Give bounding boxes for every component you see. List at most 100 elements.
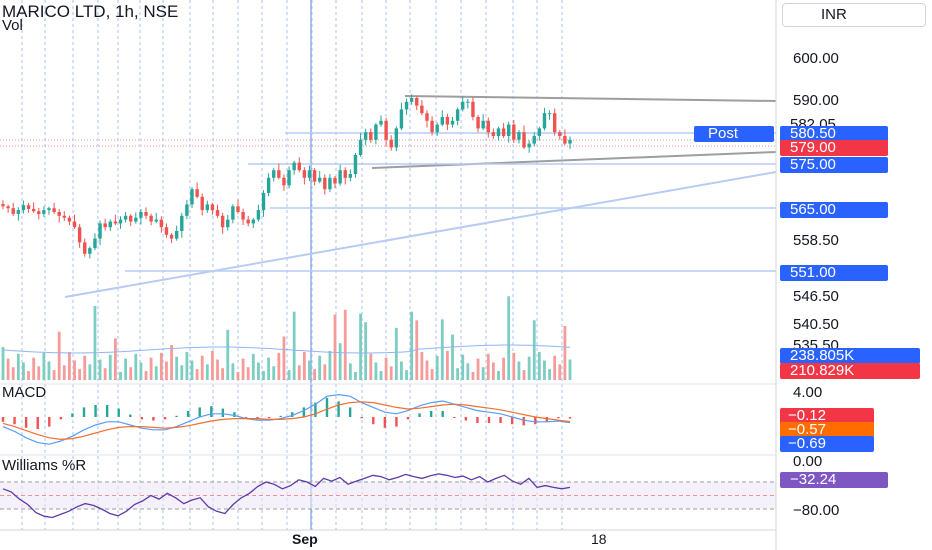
candle-body	[134, 217, 138, 222]
candle	[205, 200, 210, 214]
candle-body	[190, 189, 194, 205]
price-tick-label: 540.50	[793, 316, 839, 333]
macd-histogram-bar	[175, 415, 178, 417]
candle-body	[47, 208, 51, 211]
candle	[57, 209, 61, 223]
candle	[1, 200, 5, 210]
macd-histogram-bar	[418, 413, 421, 417]
macd-histogram-bar	[152, 417, 155, 421]
macd-histogram-bar	[94, 405, 97, 417]
candle	[98, 220, 102, 246]
candle-body	[384, 120, 388, 140]
candle	[11, 202, 15, 216]
volume-bar	[348, 363, 352, 380]
candle-body	[277, 170, 281, 178]
williams-label: Williams %R	[2, 457, 87, 474]
candle-body	[246, 219, 250, 224]
candle	[455, 107, 460, 126]
volume-bar	[471, 372, 475, 380]
candle	[123, 212, 128, 223]
candle-body	[231, 206, 235, 220]
candle-body	[251, 219, 255, 224]
macd-histogram-bar	[476, 417, 479, 423]
candle	[491, 128, 496, 139]
currency-selector[interactable]: INR	[782, 3, 926, 27]
candle	[251, 217, 255, 228]
volume-bar	[292, 311, 296, 380]
volume-bar	[159, 352, 163, 380]
candle-body	[159, 219, 164, 228]
candle	[374, 122, 378, 145]
candle-body	[108, 221, 112, 228]
macd-histogram-bar	[24, 417, 28, 428]
volume-bar	[83, 355, 87, 380]
macd-histogram-bar	[186, 411, 190, 417]
volume-bar	[262, 371, 265, 380]
macd-histogram-bar	[82, 407, 86, 417]
candle-body	[215, 210, 220, 216]
candle-body	[62, 215, 66, 218]
candle-body	[266, 177, 271, 193]
macd-histogram-bar	[302, 407, 306, 417]
volume-bar	[359, 313, 362, 380]
macd-histogram-bar	[337, 401, 340, 417]
macd-tag: −0.12	[780, 408, 874, 424]
macd-histogram-bar	[105, 405, 109, 417]
candle-body	[481, 120, 485, 129]
candle	[415, 96, 419, 111]
macd-histogram-bar	[36, 417, 39, 429]
candle	[108, 219, 112, 231]
candle	[445, 113, 450, 131]
volume-bar	[313, 369, 316, 380]
candle-body	[72, 221, 77, 228]
candle	[67, 215, 72, 226]
candle-body	[547, 113, 552, 115]
macd-tag: −0.69	[780, 436, 874, 452]
candle-body	[445, 117, 450, 125]
macd-histogram-bar	[129, 414, 132, 417]
volume-bar	[548, 369, 551, 380]
candle	[466, 98, 470, 109]
candle	[72, 214, 77, 229]
resistance-trendline	[404, 95, 777, 102]
volume-bar	[394, 327, 398, 380]
candle-body	[272, 170, 276, 178]
volume-bar	[543, 360, 546, 380]
candle	[292, 160, 296, 175]
price-tick-label: 600.00	[793, 50, 839, 67]
volume-bar	[113, 338, 117, 380]
candle	[42, 206, 46, 217]
volume-bar	[78, 369, 82, 380]
symbol-title[interactable]: MARICO LTD, 1h, NSE	[2, 2, 179, 21]
volume-bar	[6, 358, 10, 380]
macd-histogram-bar	[348, 407, 352, 417]
volume-bar	[47, 361, 51, 380]
volume-ma-line	[2, 344, 571, 354]
volume-bar	[568, 359, 572, 380]
volume-bar	[287, 370, 291, 380]
volume-bar	[537, 351, 541, 380]
candle	[353, 152, 358, 178]
price-tick-label: 546.50	[793, 288, 839, 305]
candle	[282, 174, 286, 191]
candle-body	[471, 101, 475, 117]
candle-body	[369, 132, 373, 140]
volume-bar	[430, 369, 434, 380]
macd-histogram-bar	[1, 417, 5, 422]
candle-body	[527, 143, 531, 148]
candle	[93, 233, 97, 251]
candle	[210, 202, 215, 215]
volume-bar	[98, 359, 102, 380]
candle	[318, 171, 322, 184]
macd-histogram-bar	[487, 417, 491, 423]
macd-histogram-bar	[406, 417, 410, 420]
volume-bar	[318, 355, 322, 380]
volume-bar	[165, 361, 168, 380]
volume-bar	[558, 364, 562, 380]
williams-tick-label: −80.00	[793, 502, 840, 519]
candle-body	[154, 219, 158, 222]
candle	[16, 207, 21, 221]
candle	[6, 204, 10, 213]
macd-label: MACD	[2, 384, 47, 401]
